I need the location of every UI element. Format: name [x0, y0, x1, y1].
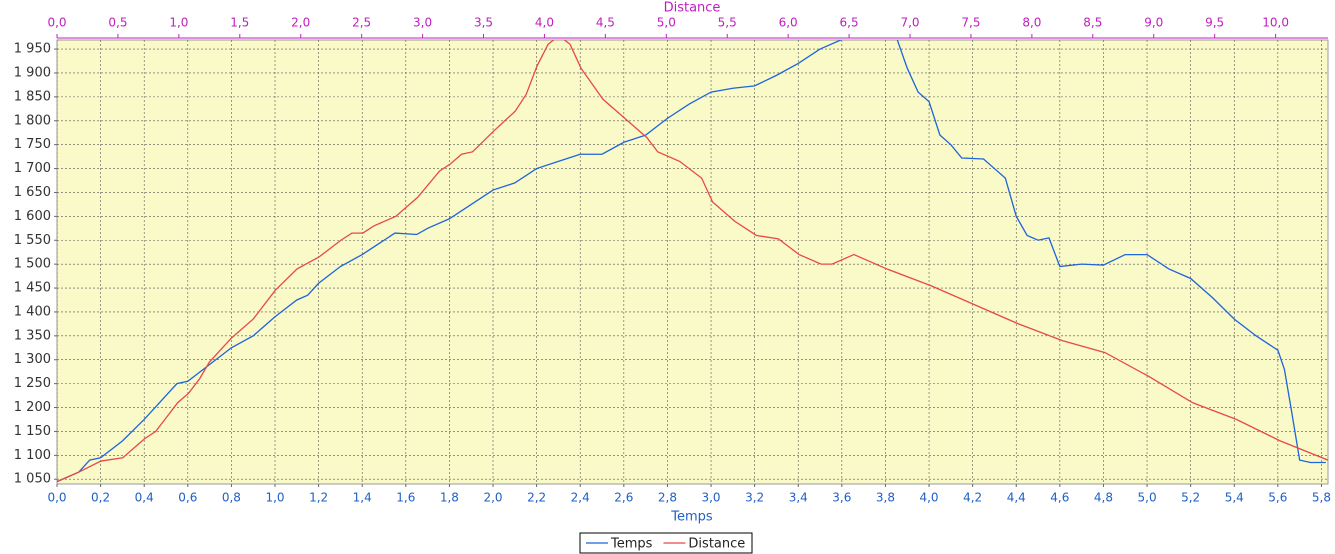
- x2-tick-label: 3,5: [474, 16, 493, 30]
- x-tick-label: 4,4: [1007, 491, 1026, 505]
- x-tick-label: 3,8: [876, 491, 895, 505]
- x-tick-label: 1,2: [309, 491, 328, 505]
- series-line: [57, 40, 1328, 483]
- y-tick-label: 1 450: [14, 281, 51, 296]
- legend-label: Temps: [610, 537, 653, 552]
- x-tick-label: 4,2: [963, 491, 982, 505]
- x-tick-label: 4,0: [919, 491, 938, 505]
- x2-tick-label: 10,0: [1262, 16, 1289, 30]
- x-tick-label: 2,0: [483, 491, 502, 505]
- y-tick-label: 1 600: [14, 209, 51, 224]
- y-tick-label: 1 850: [14, 89, 51, 104]
- y-tick-label: 1 500: [14, 257, 51, 272]
- x-tick-label: 4,8: [1094, 491, 1113, 505]
- x2-tick-label: 4,0: [535, 16, 554, 30]
- x-tick-label: 3,0: [701, 491, 720, 505]
- y-tick-label: 1 100: [14, 448, 51, 463]
- x-tick-label: 3,2: [745, 491, 764, 505]
- y-tick-label: 1 900: [14, 65, 51, 80]
- x2-tick-label: 2,5: [352, 16, 371, 30]
- x2-tick-label: 8,0: [1022, 16, 1041, 30]
- y-tick-label: 1 950: [14, 42, 51, 57]
- x2-tick-label: 1,5: [230, 16, 249, 30]
- y-tick-label: 1 550: [14, 233, 51, 248]
- x-tick-label: 4,6: [1050, 491, 1069, 505]
- y-tick-label: 1 150: [14, 424, 51, 439]
- x-axis-title: Temps: [670, 510, 713, 525]
- x-tick-label: 0,4: [135, 491, 154, 505]
- x-tick-label: 3,6: [832, 491, 851, 505]
- y-tick-label: 1 250: [14, 376, 51, 391]
- x-tick-label: 0,8: [222, 491, 241, 505]
- x-tick-label: 5,0: [1138, 491, 1157, 505]
- y-tick-label: 1 050: [14, 472, 51, 487]
- x2-tick-label: 0,0: [47, 16, 66, 30]
- series-line: [57, 40, 1326, 483]
- x2-tick-label: 1,0: [169, 16, 188, 30]
- x2-tick-label: 2,0: [291, 16, 310, 30]
- x-tick-label: 1,6: [396, 491, 415, 505]
- top-axis-title: Distance: [664, 1, 721, 16]
- x2-tick-label: 6,5: [840, 16, 859, 30]
- x-tick-label: 3,4: [789, 491, 808, 505]
- x-tick-label: 0,2: [91, 491, 110, 505]
- x2-tick-label: 9,5: [1205, 16, 1224, 30]
- x-tick-label: 5,6: [1268, 491, 1287, 505]
- x2-tick-label: 7,5: [961, 16, 980, 30]
- x-tick-label: 2,4: [571, 491, 590, 505]
- x2-tick-label: 3,0: [413, 16, 432, 30]
- x-tick-label: 5,4: [1225, 491, 1244, 505]
- y-tick-label: 1 800: [14, 113, 51, 128]
- y-tick-label: 1 350: [14, 328, 51, 343]
- x-tick-label: 1,4: [353, 491, 372, 505]
- y-tick-label: 1 400: [14, 304, 51, 319]
- y-tick-label: 1 700: [14, 161, 51, 176]
- legend-label: Distance: [688, 537, 745, 552]
- y-tick-label: 1 650: [14, 185, 51, 200]
- x-tick-label: 5,2: [1181, 491, 1200, 505]
- plot-layer: [57, 40, 1328, 484]
- x2-tick-label: 5,0: [657, 16, 676, 30]
- x-tick-label: 5,8: [1312, 491, 1331, 505]
- x2-tick-label: 7,0: [900, 16, 919, 30]
- x-tick-label: 0,0: [47, 491, 66, 505]
- x2-tick-label: 6,0: [779, 16, 798, 30]
- x2-tick-label: 5,5: [718, 16, 737, 30]
- y-tick-label: 1 300: [14, 352, 51, 367]
- x-tick-label: 1,0: [265, 491, 284, 505]
- x-tick-label: 2,8: [658, 491, 677, 505]
- x2-tick-label: 9,0: [1144, 16, 1163, 30]
- x-tick-label: 0,6: [178, 491, 197, 505]
- y-tick-label: 1 750: [14, 137, 51, 152]
- x-tick-label: 2,6: [614, 491, 633, 505]
- x2-tick-label: 0,5: [108, 16, 127, 30]
- x2-tick-label: 4,5: [596, 16, 615, 30]
- x2-tick-label: 8,5: [1083, 16, 1102, 30]
- x-tick-label: 2,2: [527, 491, 546, 505]
- x-tick-label: 1,8: [440, 491, 459, 505]
- y-tick-label: 1 200: [14, 400, 51, 415]
- plot-area: [56, 39, 1329, 485]
